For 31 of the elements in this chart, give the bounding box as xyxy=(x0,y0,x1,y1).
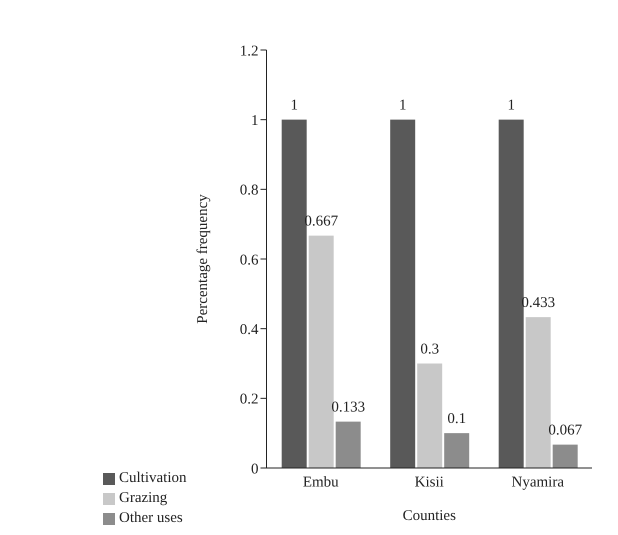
bar xyxy=(336,422,361,468)
legend-label: Cultivation xyxy=(119,470,186,486)
data-label: 1 xyxy=(507,98,515,114)
x-tick-label: Embu xyxy=(302,474,340,491)
bar xyxy=(552,444,578,468)
y-tick-label: 0.8 xyxy=(240,182,258,199)
bar xyxy=(498,120,524,468)
bar xyxy=(390,120,416,468)
data-label: 0.133 xyxy=(331,400,366,416)
y-tick-label: 0.2 xyxy=(240,392,258,408)
x-tick-label: Kisii xyxy=(414,474,444,491)
x-axis-title: Counties xyxy=(402,508,456,524)
x-tick-label: Nyamira xyxy=(512,474,564,491)
y-axis-title: Percentage frequency xyxy=(194,194,211,324)
bar xyxy=(282,120,307,468)
y-tick-label: 1 xyxy=(251,112,258,129)
legend-label: Grazing xyxy=(119,490,168,506)
data-label: 1 xyxy=(398,98,406,114)
bar xyxy=(308,236,334,468)
data-label: 0.1 xyxy=(447,411,466,428)
y-tick-label: 1.2 xyxy=(240,43,258,60)
data-label: 1 xyxy=(290,98,298,114)
y-tick-label: 0.4 xyxy=(240,322,259,338)
y-tick-label: 0 xyxy=(251,461,258,478)
bar xyxy=(417,364,442,468)
data-label: 0.3 xyxy=(420,342,440,358)
bar xyxy=(526,317,551,468)
legend-label: Other uses xyxy=(119,510,183,526)
y-tick-label: 0.6 xyxy=(240,252,259,268)
bar xyxy=(444,433,470,468)
data-label: 0.067 xyxy=(548,422,583,439)
